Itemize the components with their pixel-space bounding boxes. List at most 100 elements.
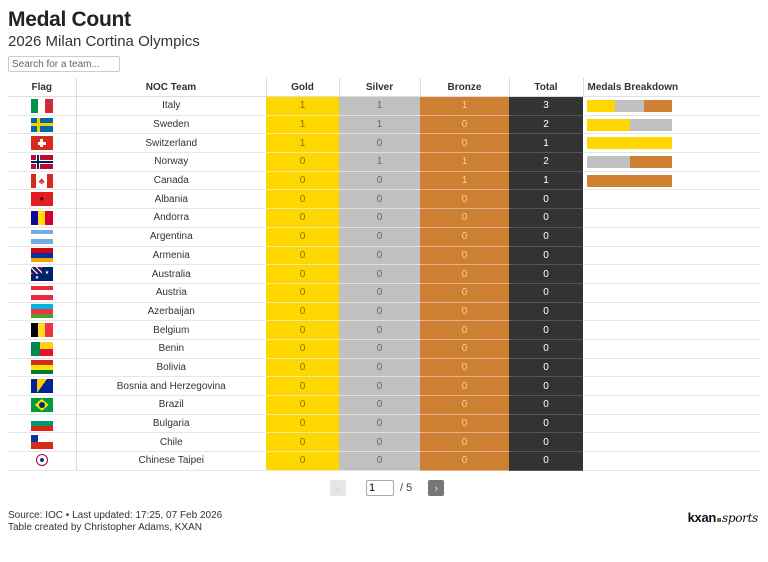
table-row: Benin 0 0 0 0: [8, 339, 760, 359]
column-header-gold[interactable]: Gold: [265, 78, 339, 97]
gold-segment: [587, 137, 672, 150]
bronze-count: 0: [420, 264, 509, 284]
flag-ba-icon: [30, 379, 53, 394]
total-count: 1: [509, 133, 583, 154]
breakdown-cell: [583, 320, 760, 340]
logo-suffix: sports: [722, 511, 758, 525]
gold-count: 1: [266, 133, 339, 154]
flag-az-icon: [30, 304, 53, 319]
team-name: Argentina: [76, 227, 266, 247]
flag-cell: [8, 395, 77, 415]
gold-count: 0: [266, 246, 339, 266]
bronze-count: 1: [420, 171, 509, 191]
team-name: Chinese Taipei: [76, 451, 266, 471]
flag-bg-icon: [30, 416, 53, 431]
team-name: Belgium: [76, 320, 266, 340]
bronze-segment: [643, 99, 672, 112]
previous-page-button[interactable]: ‹: [330, 480, 346, 496]
total-count: 2: [509, 152, 583, 172]
flag-ad-icon: [30, 210, 53, 225]
breakdown-cell: [583, 414, 760, 434]
team-name: Italy: [76, 96, 266, 116]
flag-br-icon: [30, 397, 53, 412]
flag-cell: ★ ★: [8, 264, 77, 284]
bronze-segment: [587, 174, 672, 187]
flag-cell: [8, 302, 77, 322]
total-count: 0: [509, 432, 583, 453]
flag-be-icon: [30, 323, 53, 338]
team-name: Canada: [76, 171, 266, 191]
kxan-sports-logo: kxan sports: [688, 510, 759, 525]
silver-count: 0: [339, 395, 420, 415]
gold-count: 0: [266, 395, 339, 415]
medals-breakdown-bar: [587, 118, 672, 131]
gold-count: 0: [266, 414, 339, 434]
medals-breakdown-bar: [587, 174, 672, 187]
column-header-bronze[interactable]: Bronze: [419, 78, 509, 97]
team-name: Bulgaria: [76, 414, 266, 434]
bronze-count: 0: [420, 451, 509, 471]
flag-cell: [8, 451, 77, 471]
pagination: ‹ / 5 ›: [330, 480, 445, 496]
flag-cell: [8, 227, 77, 247]
total-count: 0: [509, 358, 583, 378]
table-row: Switzerland 1 0 0 1: [8, 133, 760, 154]
source-note: Source: IOC • Last updated: 17:25, 07 Fe…: [8, 510, 223, 521]
total-count: 0: [509, 302, 583, 322]
next-page-button[interactable]: ›: [428, 480, 445, 496]
total-count: 1: [509, 171, 583, 191]
bronze-count: 1: [420, 96, 509, 116]
table-row: Azerbaijan 0 0 0 0: [8, 302, 760, 322]
credit-note: Table created by Christopher Adams, KXAN: [8, 522, 202, 533]
bronze-count: 0: [420, 432, 509, 453]
table-row: ♦ Albania 0 0 0 0: [8, 189, 760, 210]
page-number-input[interactable]: [366, 480, 394, 496]
table-row: Bosnia and Herzegovina 0 0 0 0: [8, 376, 760, 396]
silver-count: 0: [339, 339, 420, 359]
team-name: Bolivia: [76, 358, 266, 378]
bronze-count: 0: [420, 115, 509, 135]
gold-count: 0: [266, 171, 339, 191]
table-row: ★ ★ Australia 0 0 0 0: [8, 264, 760, 284]
silver-segment: [615, 99, 644, 112]
bronze-count: 0: [420, 283, 509, 303]
team-name: Austria: [76, 283, 266, 303]
flag-cell: [8, 208, 77, 228]
bronze-count: 0: [420, 246, 509, 266]
flag-se-icon: [30, 117, 53, 132]
silver-count: 0: [339, 189, 420, 210]
total-count: 0: [509, 395, 583, 415]
silver-segment: [629, 118, 672, 131]
silver-count: 0: [339, 376, 420, 396]
column-header-silver[interactable]: Silver: [338, 78, 420, 97]
silver-count: 0: [339, 246, 420, 266]
page-total: / 5: [400, 482, 413, 494]
silver-count: 0: [339, 227, 420, 247]
search-input[interactable]: [8, 56, 120, 72]
gold-count: 0: [266, 264, 339, 284]
table-row: Argentina 0 0 0 0: [8, 227, 760, 247]
gold-count: 1: [266, 96, 339, 116]
flag-cell: ♦: [8, 189, 77, 210]
column-header-flag[interactable]: Flag: [8, 78, 76, 97]
flag-cell: [8, 96, 77, 116]
medal-table: Flag NOC Team Gold Silver Bronze Total M…: [8, 78, 760, 471]
flag-ch-icon: [30, 136, 53, 151]
flag-cell: [8, 414, 77, 434]
table-row: Belgium 0 0 0 0: [8, 320, 760, 340]
silver-count: 0: [339, 208, 420, 228]
gold-count: 0: [266, 189, 339, 210]
breakdown-cell: [583, 96, 760, 116]
breakdown-cell: [583, 133, 760, 154]
column-header-team[interactable]: NOC Team: [75, 78, 266, 97]
table-row: Austria 0 0 0 0: [8, 283, 760, 303]
team-name: Australia: [76, 264, 266, 284]
table-row: Brazil 0 0 0 0: [8, 395, 760, 415]
flag-cell: [8, 432, 77, 453]
column-header-total[interactable]: Total: [508, 78, 583, 97]
gold-segment: [587, 118, 630, 131]
breakdown-cell: [583, 264, 760, 284]
table-row: Norway 0 1 1 2: [8, 152, 760, 172]
gold-count: 0: [266, 208, 339, 228]
bronze-count: 0: [420, 189, 509, 210]
